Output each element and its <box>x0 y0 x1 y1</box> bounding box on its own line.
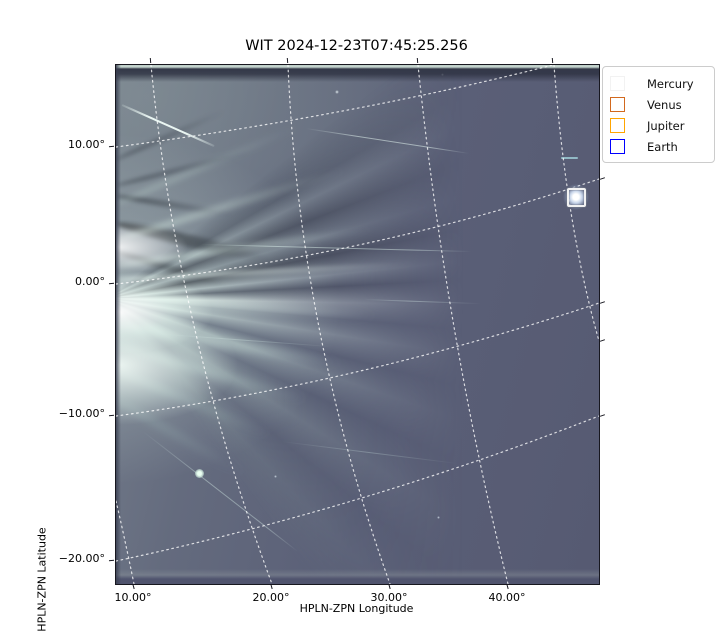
y-tick-label: −10.00° <box>58 407 105 420</box>
y-tick <box>108 414 115 416</box>
legend-label: Jupiter <box>647 118 685 133</box>
legend-label: Earth <box>647 139 678 154</box>
graticule <box>116 65 599 584</box>
right-tick <box>599 300 605 304</box>
star-speck <box>437 516 440 519</box>
legend-items: Mercury Venus Jupiter Earth <box>603 73 714 157</box>
x-tick-label: 20.00° <box>252 591 290 604</box>
x-tick <box>387 583 391 590</box>
top-tick <box>286 57 288 64</box>
legend-item-mercury: Mercury <box>603 73 714 94</box>
x-tick-label: 40.00° <box>488 591 526 604</box>
y-tick-label: 10.00° <box>68 138 105 151</box>
legend-label: Venus <box>647 97 682 112</box>
x-tick <box>505 583 509 590</box>
longitude-gridline <box>150 65 273 584</box>
y-tick-label: 0.00° <box>75 275 105 288</box>
planet-marker-mercury <box>566 187 586 207</box>
top-tick <box>149 57 151 64</box>
plot-area <box>115 64 600 585</box>
venus-marker-swatch <box>610 97 625 112</box>
legend-item-earth: Earth <box>603 136 714 157</box>
x-axis-label: HPLN-ZPN Longitude <box>299 602 414 615</box>
jupiter-marker-swatch <box>610 118 625 133</box>
longitude-gridline <box>417 65 509 584</box>
latitude-gridline <box>116 302 599 417</box>
mercury-marker-swatch <box>610 76 625 91</box>
top-tick <box>551 57 553 64</box>
legend-item-venus: Venus <box>603 94 714 115</box>
y-tick-label: −20.00° <box>58 552 105 565</box>
sun-glow <box>116 65 599 584</box>
star-speck <box>195 469 204 478</box>
x-tick <box>269 583 273 590</box>
right-tick <box>599 413 605 417</box>
y-axis-label: HPLN-ZPN Latitude <box>35 527 49 632</box>
star-speck <box>335 90 339 94</box>
legend: Mercury Venus Jupiter Earth <box>602 66 715 163</box>
latitude-gridline <box>116 178 599 285</box>
y-axis-label-wrap: HPLN-ZPN Latitude <box>26 258 49 631</box>
bright-dash <box>561 157 578 159</box>
top-tick <box>416 57 418 64</box>
longitude-gridline <box>287 65 391 584</box>
y-tick <box>108 282 115 284</box>
right-tick <box>599 338 605 342</box>
x-tick-label: 10.00° <box>114 591 152 604</box>
bottom-edge-band <box>116 568 599 584</box>
y-tick <box>108 559 115 561</box>
plot-title: WIT 2024-12-23T07:45:25.256 <box>245 38 468 54</box>
longitude-gridline <box>116 500 135 584</box>
x-tick-label: 30.00° <box>370 591 408 604</box>
left-edge-band <box>116 65 121 584</box>
legend-item-jupiter: Jupiter <box>603 115 714 136</box>
earth-marker-swatch <box>610 139 625 154</box>
x-tick <box>131 583 135 590</box>
latitude-gridline <box>116 415 599 562</box>
y-tick <box>108 145 115 147</box>
legend-label: Mercury <box>647 76 694 91</box>
right-tick <box>599 176 605 180</box>
star-speck <box>274 475 277 478</box>
top-edge-band <box>116 65 599 85</box>
latitude-gridline <box>116 65 554 148</box>
